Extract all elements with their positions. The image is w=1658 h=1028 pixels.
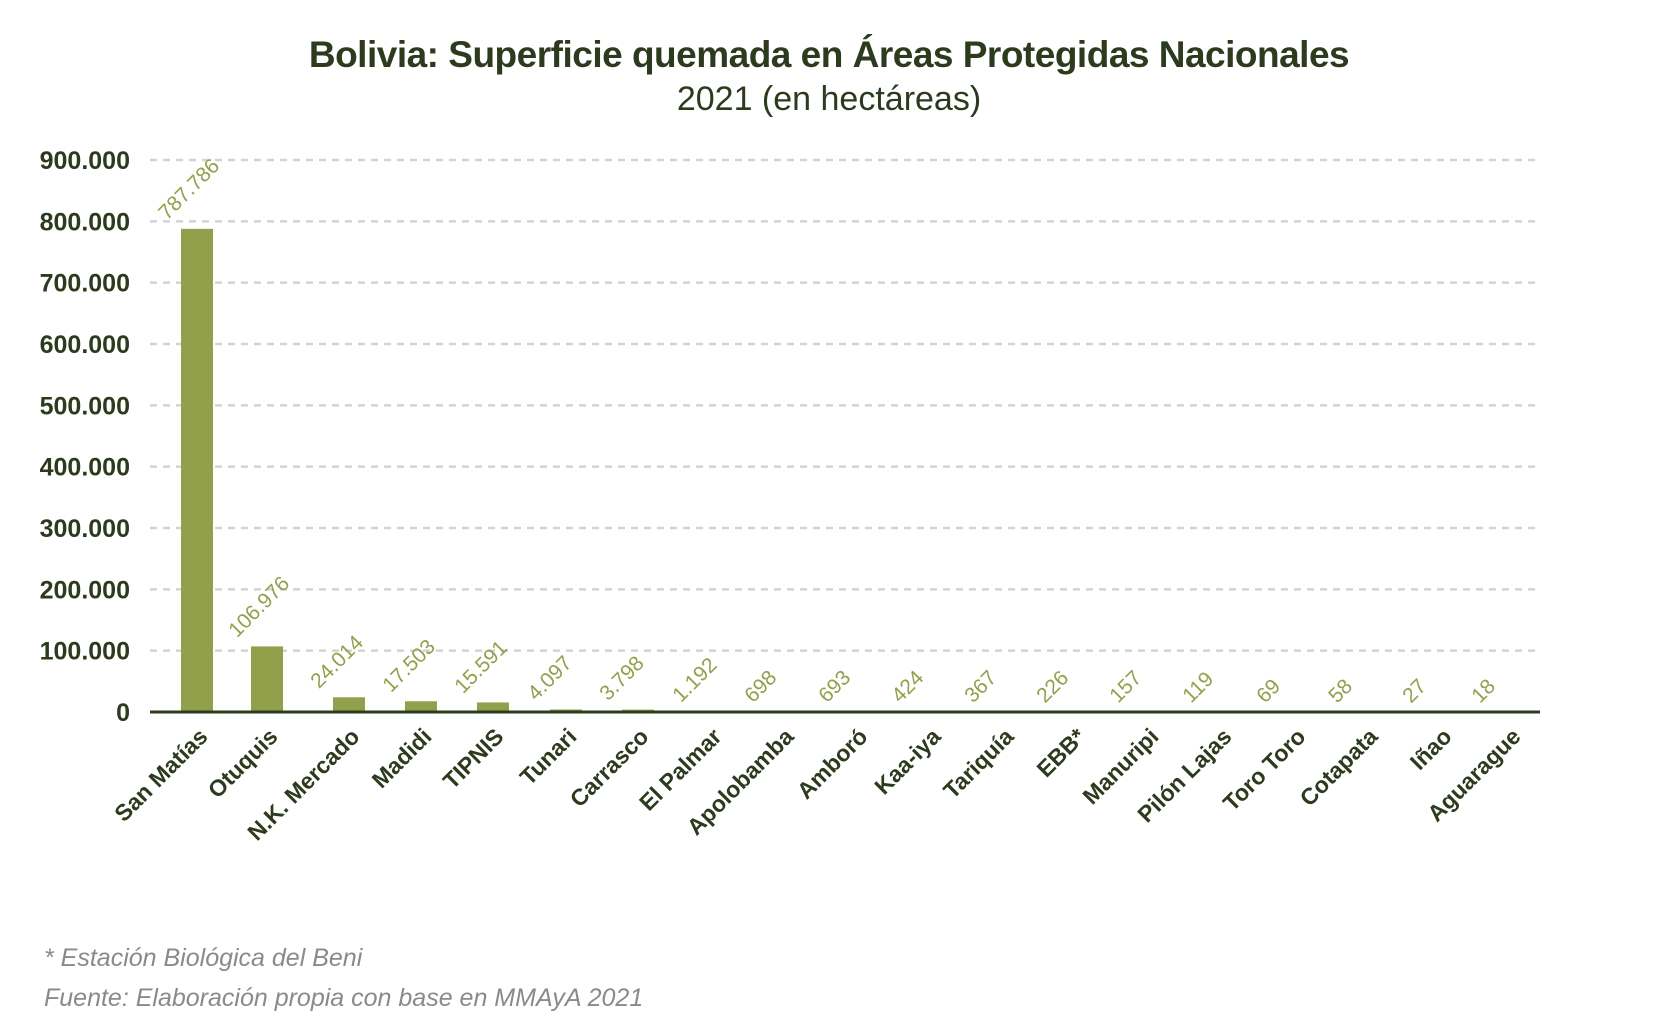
x-tick-label: Tunari	[515, 723, 582, 790]
footnote: * Estación Biológica del Beni	[44, 944, 363, 972]
gridlines	[150, 158, 1540, 652]
data-label: 157	[1105, 666, 1146, 707]
data-label: 69	[1252, 675, 1285, 708]
x-tick-label: EBB*	[1031, 723, 1090, 782]
y-tick-label: 500.000	[40, 392, 130, 420]
chart-subtitle: 2021 (en hectáreas)	[676, 80, 982, 118]
data-label: 24.014	[306, 631, 368, 693]
y-tick-label: 400.000	[40, 454, 130, 482]
x-tick-label: Cotapata	[1295, 723, 1383, 811]
y-tick-label: 800.000	[40, 208, 130, 236]
data-label: 18	[1467, 675, 1500, 708]
data-label: 15.591	[450, 636, 512, 698]
data-label: 424	[887, 666, 928, 707]
y-tick-label: 700.000	[40, 270, 130, 298]
data-label: 1.192	[668, 653, 721, 706]
y-tick-label: 0	[116, 699, 130, 727]
x-tick-label: San Matías	[109, 723, 212, 826]
x-tick-label: Amboró	[792, 723, 873, 804]
bars	[181, 228, 1526, 712]
data-label: 3.798	[595, 652, 648, 705]
bar-chart: 0 100.000 200.000 300.000 400.000 500.000 600.…	[40, 147, 1540, 845]
data-label: 106.976	[224, 572, 294, 642]
data-label: 58	[1324, 675, 1357, 708]
data-label: 693	[814, 666, 855, 707]
data-label: 119	[1178, 668, 1218, 708]
data-label: 698	[740, 666, 781, 707]
x-tick-label: Madidi	[367, 723, 437, 793]
bar	[333, 697, 365, 712]
data-label: 787.786	[154, 154, 224, 224]
y-tick-label: 300.000	[40, 515, 130, 543]
bar	[405, 701, 437, 712]
data-label: 226	[1032, 666, 1073, 707]
data-label: 367	[960, 666, 1001, 707]
x-tick-label: TIPNIS	[438, 723, 509, 794]
y-tick-label: 200.000	[40, 576, 130, 604]
y-tick-label: 100.000	[40, 638, 130, 666]
bar	[251, 646, 283, 712]
x-tick-label: Tariquía	[938, 723, 1019, 804]
y-axis-ticks: 0 100.000 200.000 300.000 400.000 500.000 600.…	[40, 147, 130, 727]
y-tick-label: 900.000	[40, 147, 130, 175]
source-note: Fuente: Elaboración propia con base en M…	[44, 984, 644, 1012]
data-label: 4.097	[523, 652, 576, 705]
bar	[181, 228, 213, 712]
chart-title: Bolivia: Superficie quemada en Áreas Pro…	[308, 34, 1350, 75]
x-tick-label: Iñao	[1405, 723, 1457, 775]
x-tick-label: Kaa-iya	[869, 723, 945, 799]
x-tick-label: Otuquis	[203, 723, 283, 803]
y-tick-label: 600.000	[40, 331, 130, 359]
data-label: 17.503	[378, 635, 440, 697]
bar	[477, 702, 509, 712]
data-label: 27	[1398, 675, 1431, 708]
